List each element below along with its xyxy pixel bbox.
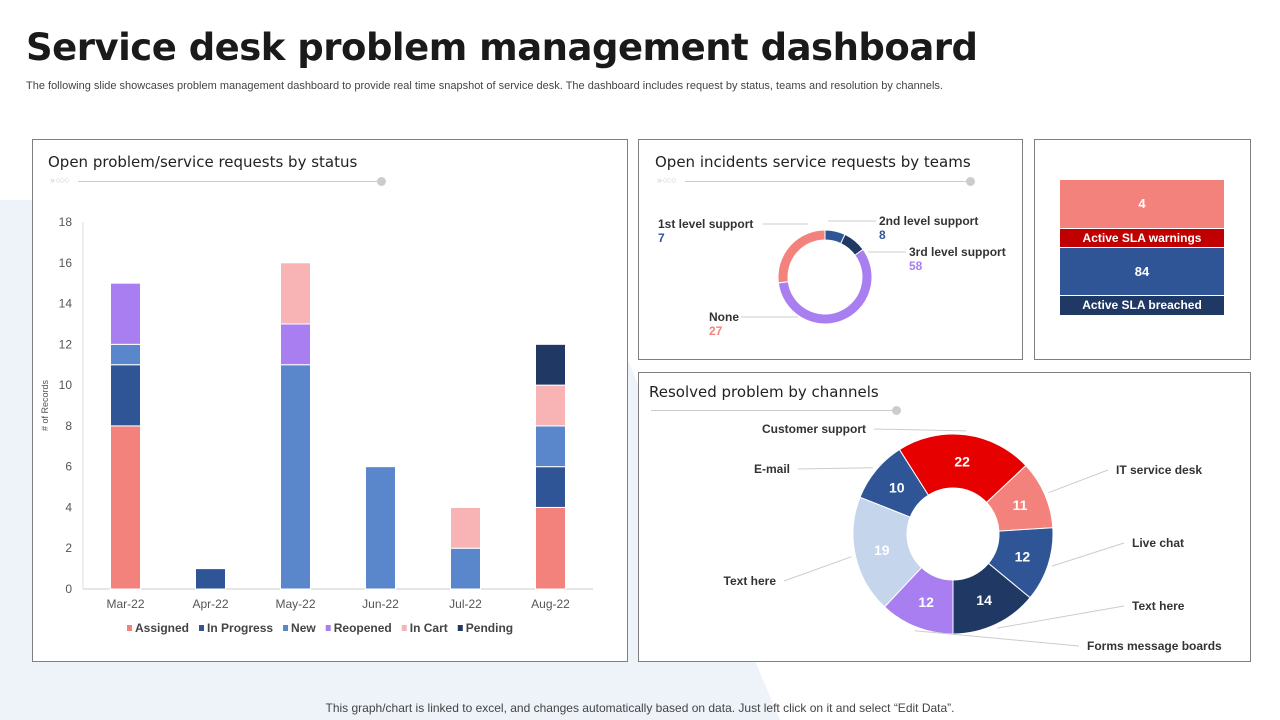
y-tick-label: 16 [59, 256, 73, 270]
legend-swatch [199, 625, 205, 631]
bar-segment-in-cart [535, 384, 566, 427]
y-axis-label: # of Records [40, 379, 50, 431]
leader-line [1048, 469, 1109, 494]
status-bar-chart: 0 2 4 6 8 10 12 14 16 18 # of Records Mar-22 Apr-22 M… [40, 215, 593, 635]
slice-value: 12 [918, 594, 934, 610]
slice-label: None [709, 310, 739, 324]
title-divider [651, 406, 901, 416]
x-tick-label: Aug-22 [531, 597, 570, 611]
slice-label: 1st level support [658, 217, 753, 231]
bar-segment-in-progress [195, 568, 226, 590]
sla-warnings-value: 4 [1060, 180, 1224, 228]
legend-label: In Cart [410, 621, 448, 635]
y-tick-label: 14 [59, 297, 73, 311]
footer-note: This graph/chart is linked to excel, and… [325, 701, 955, 715]
bar-segment-new [110, 343, 141, 366]
legend-label: New [291, 621, 316, 635]
bar-segment-new [280, 364, 311, 590]
slice-label: 2nd level support [879, 214, 978, 228]
slice-value: 10 [889, 479, 905, 495]
slice-label: E-mail [754, 462, 790, 476]
legend-label: Pending [466, 621, 513, 635]
leader-line [873, 428, 967, 432]
legend-swatch [325, 625, 331, 631]
slice-value: 14 [976, 592, 992, 608]
donut-slice [898, 433, 1027, 504]
donut-slice [777, 229, 826, 284]
channels-donut-chart: 22 Customer support 11 IT service desk 12 Liv… [724, 422, 1223, 653]
bar-segment-new [365, 466, 396, 590]
bar-segment-new [450, 547, 481, 590]
title-divider: ›› ○○○ [50, 175, 386, 187]
slice-value: 11 [1013, 497, 1028, 513]
status-chart-title: Open problem/service requests by status [48, 153, 358, 171]
slice-value: 7 [658, 231, 665, 245]
legend-swatch [127, 625, 132, 631]
legend-label: In Progress [207, 621, 273, 635]
slice-label: Text here [1132, 599, 1185, 613]
slice-value: 8 [879, 228, 886, 242]
bar-segment-assigned [535, 506, 566, 590]
page-subtitle: The following slide showcases problem ma… [26, 80, 943, 92]
legend-swatch [457, 625, 463, 631]
leader-line [797, 467, 873, 470]
y-tick-label: 2 [65, 541, 72, 555]
legend-label: Reopened [334, 621, 392, 635]
legend-swatch [401, 625, 407, 631]
slice-value: 58 [909, 259, 923, 273]
y-tick-label: 8 [65, 419, 72, 433]
leader-line [914, 630, 1080, 647]
slice-label: IT service desk [1116, 463, 1202, 477]
channels-chart-title: Resolved problem by channels [649, 383, 879, 401]
slice-label: Text here [724, 574, 777, 588]
x-tick-label: May-22 [275, 597, 315, 611]
x-tick-label: Jun-22 [362, 597, 399, 611]
sla-breached-label: Active SLA breached [1060, 296, 1224, 315]
y-tick-label: 4 [65, 500, 72, 514]
teams-chart-title: Open incidents service requests by teams [655, 153, 971, 171]
leader-line [1051, 542, 1125, 567]
leader-line [783, 556, 852, 582]
donut-slice [859, 448, 930, 518]
y-tick-label: 18 [59, 215, 73, 229]
y-tick-label: 12 [59, 337, 73, 351]
bar-segment-in-cart [450, 506, 481, 549]
y-tick-label: 0 [65, 582, 72, 596]
legend-swatch [283, 625, 289, 631]
bar-segment-in-progress [110, 364, 141, 427]
slice-value: 19 [874, 542, 890, 558]
bar-segment-reopened [110, 282, 141, 345]
bar-segment-pending [535, 343, 566, 386]
y-tick-label: 6 [65, 460, 72, 474]
donut-slice [777, 248, 873, 325]
y-tick-label: 10 [59, 378, 73, 392]
legend-label: Assigned [135, 621, 189, 635]
slice-value: 12 [1015, 549, 1031, 565]
slice-label: Forms message boards [1087, 639, 1222, 653]
slice-label: 3rd level support [909, 245, 1006, 259]
slice-label: Live chat [1132, 536, 1184, 550]
title-divider: ›› ○○○ [657, 175, 975, 187]
bar-segment-new [535, 425, 566, 468]
bar-segment-in-cart [280, 262, 311, 325]
x-tick-label: Mar-22 [106, 597, 144, 611]
slice-label: Customer support [762, 422, 866, 436]
bar-segment-reopened [280, 323, 311, 366]
bar-segment-assigned [110, 425, 141, 590]
leader-line [997, 605, 1125, 629]
bar-segment-in-progress [535, 466, 566, 508]
slice-value: 27 [709, 324, 723, 338]
page-title: Service desk problem management dashboar… [26, 26, 978, 69]
sla-breached-value: 84 [1060, 248, 1224, 295]
x-tick-label: Apr-22 [192, 597, 228, 611]
x-tick-label: Jul-22 [449, 597, 482, 611]
donut-slice [852, 496, 923, 608]
sla-warnings-label: Active SLA warnings [1060, 229, 1224, 247]
slice-value: 22 [954, 454, 970, 470]
